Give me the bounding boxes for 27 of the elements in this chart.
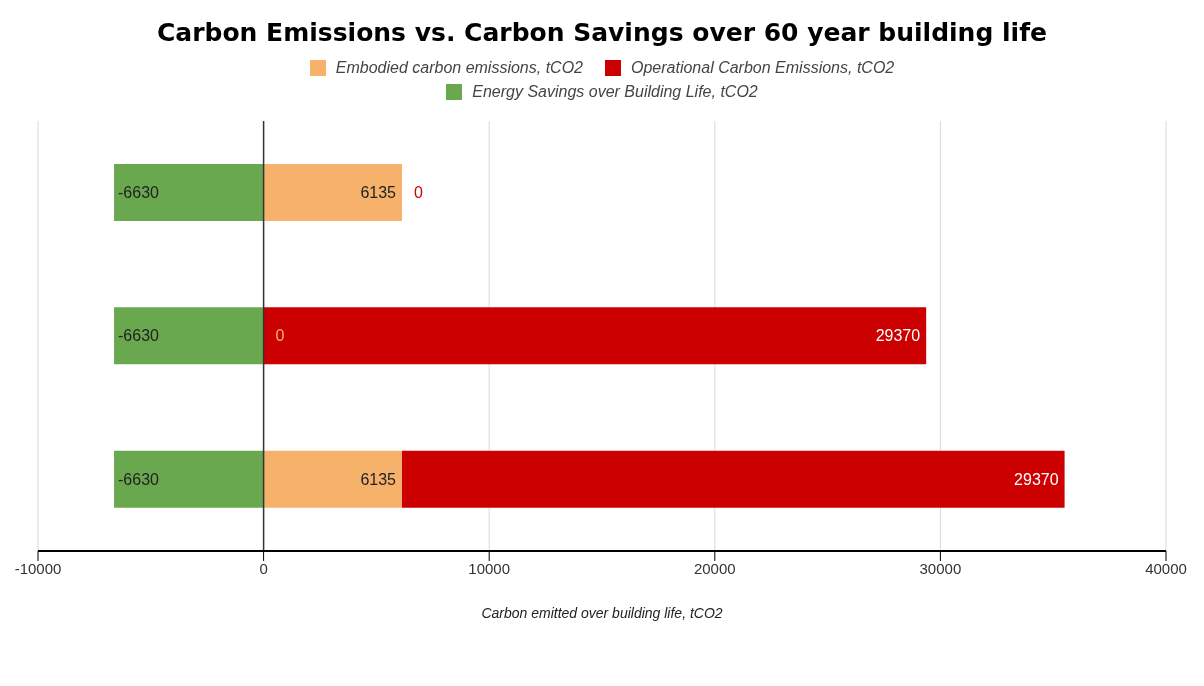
x-tick-label: 20000 <box>693 559 736 577</box>
x-tick-label: 40000 <box>1145 559 1187 577</box>
data-label: 6135 <box>360 184 397 201</box>
bar <box>263 307 927 365</box>
data-label: -6630 <box>118 327 160 345</box>
bar <box>263 164 403 221</box>
x-axis-title: Carbon emitted over building life, tCO2 <box>480 605 724 621</box>
legend-label: Energy Savings over Building Life, tCO2 <box>472 83 758 101</box>
data-label: 0 <box>275 327 285 345</box>
x-tick-label: 0 <box>259 559 268 577</box>
chart-title: Carbon Emissions vs. Carbon Savings over 60 year building life <box>156 17 1048 49</box>
bar <box>402 450 1065 508</box>
data-label: 6135 <box>360 470 397 488</box>
data-label: -6630 <box>118 184 160 201</box>
x-tick-label: 30000 <box>919 559 962 577</box>
data-label: 29370 <box>1014 470 1059 488</box>
legend-label: Embodied carbon emissions, tCO2 <box>335 59 583 77</box>
bar <box>114 307 264 365</box>
data-label: -6630 <box>118 470 160 488</box>
legend-label: Operational Carbon Emissions, tCO2 <box>631 59 895 77</box>
x-tick-label: 10000 <box>468 559 511 577</box>
data-label: 0 <box>414 184 424 201</box>
x-tick-label: -10000 <box>14 559 62 577</box>
data-label: 29370 <box>875 327 921 345</box>
bar <box>263 450 403 508</box>
bar <box>114 450 264 508</box>
bar <box>114 164 264 221</box>
